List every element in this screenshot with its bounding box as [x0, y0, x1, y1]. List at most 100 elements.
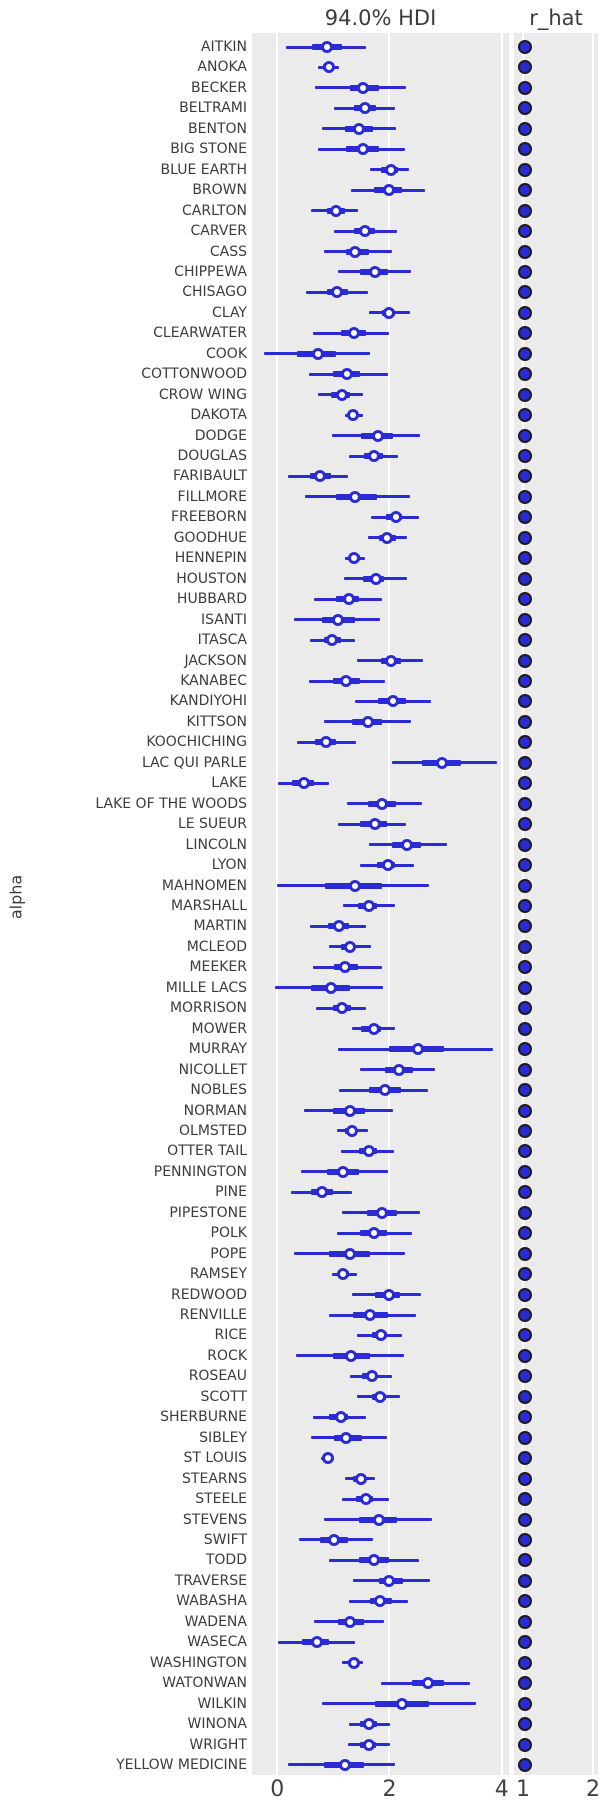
- rhat-dot: [518, 346, 533, 361]
- rhat-dot: [518, 633, 533, 648]
- county-label: MAHNOMEN: [161, 877, 247, 894]
- median-marker: [322, 61, 335, 74]
- median-marker: [326, 634, 339, 647]
- median-marker: [373, 1595, 386, 1608]
- county-label: ISANTI: [200, 611, 247, 628]
- county-label: TRAVERSE: [174, 1572, 247, 1589]
- county-label: FREEBORN: [170, 509, 247, 526]
- median-marker: [372, 1513, 385, 1526]
- county-label: CARVER: [190, 223, 247, 240]
- county-label: COOK: [206, 345, 247, 362]
- rhat-dot: [518, 1185, 533, 1200]
- county-label: MORRISON: [169, 1000, 247, 1017]
- county-label: KITTSON: [186, 713, 247, 730]
- rhat-dot: [518, 653, 533, 668]
- county-label: WASECA: [187, 1634, 247, 1651]
- county-label: LE SUEUR: [177, 816, 247, 833]
- median-marker: [311, 1636, 324, 1649]
- median-marker: [358, 102, 371, 115]
- rhat-dot: [518, 1062, 533, 1077]
- county-label: SHERBURNE: [160, 1409, 247, 1426]
- county-label: WABASHA: [176, 1593, 247, 1610]
- median-marker: [345, 1349, 358, 1362]
- rhat-dot: [518, 1757, 533, 1772]
- county-label: WADENA: [184, 1613, 247, 1630]
- rhat-dot: [518, 1573, 533, 1588]
- county-label: KANDIYOHI: [169, 693, 247, 710]
- rhat-dot: [518, 1348, 533, 1363]
- county-label: NORMAN: [183, 1102, 247, 1119]
- county-label: POLK: [210, 1225, 247, 1242]
- median-marker: [348, 552, 361, 565]
- median-marker: [347, 1656, 360, 1669]
- median-marker: [382, 1288, 395, 1301]
- median-marker: [348, 879, 361, 892]
- median-marker: [382, 306, 395, 319]
- median-marker: [342, 593, 355, 606]
- county-label: MEEKER: [189, 959, 247, 976]
- median-marker: [361, 715, 374, 728]
- median-marker: [358, 225, 371, 238]
- rhat-dot: [518, 60, 533, 75]
- county-label: KOOCHICHING: [146, 734, 247, 751]
- county-label: AITKIN: [200, 39, 247, 55]
- median-marker: [349, 490, 362, 503]
- county-label: ST LOUIS: [183, 1450, 247, 1467]
- county-label: WILKIN: [197, 1695, 247, 1712]
- median-marker: [331, 613, 344, 626]
- median-marker: [329, 204, 342, 217]
- rhat-dot: [518, 1717, 533, 1732]
- rhat-dot: [518, 1389, 533, 1404]
- x-tick-label: 2: [382, 1777, 397, 1802]
- rhat-dot: [518, 1471, 533, 1486]
- county-label: ROCK: [207, 1347, 247, 1364]
- county-label: ROSEAU: [188, 1368, 247, 1385]
- rhat-dot: [518, 1512, 533, 1527]
- county-label: BENTON: [188, 120, 247, 137]
- county-label: PINE: [215, 1184, 247, 1201]
- rhat-dot: [518, 1328, 533, 1343]
- rhat-dot: [518, 898, 533, 913]
- rhat-dot: [518, 694, 533, 709]
- county-label: LAKE OF THE WOODS: [95, 795, 247, 812]
- county-label: MARTIN: [193, 918, 247, 935]
- median-marker: [315, 1186, 328, 1199]
- rhat-dot: [518, 1144, 533, 1159]
- county-label: CHIPPEWA: [174, 263, 247, 280]
- county-label: BECKER: [191, 79, 247, 96]
- rhat-dot: [518, 1042, 533, 1057]
- median-marker: [375, 1329, 388, 1342]
- rhat-dot: [518, 1164, 533, 1179]
- median-marker: [435, 756, 448, 769]
- county-label: WASHINGTON: [149, 1654, 247, 1671]
- rhat-dot: [518, 142, 533, 157]
- county-label: PENNINGTON: [153, 1163, 247, 1180]
- median-marker: [370, 572, 382, 585]
- median-marker: [389, 511, 402, 524]
- rhat-dot: [518, 939, 533, 954]
- county-label: DOUGLAS: [177, 448, 247, 465]
- median-marker: [359, 1493, 372, 1506]
- rhat-dot: [518, 224, 533, 239]
- median-marker: [369, 265, 382, 278]
- rhat-dot: [518, 858, 533, 873]
- rhat-dot: [518, 40, 533, 54]
- county-label: NICOLLET: [178, 1061, 247, 1078]
- rhat-dot: [518, 878, 533, 893]
- county-label: CLEARWATER: [153, 325, 247, 342]
- rhat-dot: [518, 1594, 533, 1609]
- median-marker: [363, 1145, 376, 1158]
- county-label: POPE: [210, 1245, 247, 1262]
- rhat-dot: [518, 162, 533, 177]
- rhat-dot: [518, 735, 533, 750]
- county-label: MURRAY: [188, 1041, 247, 1058]
- median-marker: [368, 818, 381, 831]
- rhat-dot: [518, 1267, 533, 1282]
- rhat-dot: [518, 121, 533, 136]
- median-marker: [336, 1002, 349, 1015]
- median-marker: [380, 531, 393, 544]
- median-marker: [362, 1738, 375, 1751]
- rhat-dot: [518, 1737, 533, 1752]
- county-label: MILLE LACS: [165, 979, 247, 996]
- county-label: MARSHALL: [171, 897, 247, 914]
